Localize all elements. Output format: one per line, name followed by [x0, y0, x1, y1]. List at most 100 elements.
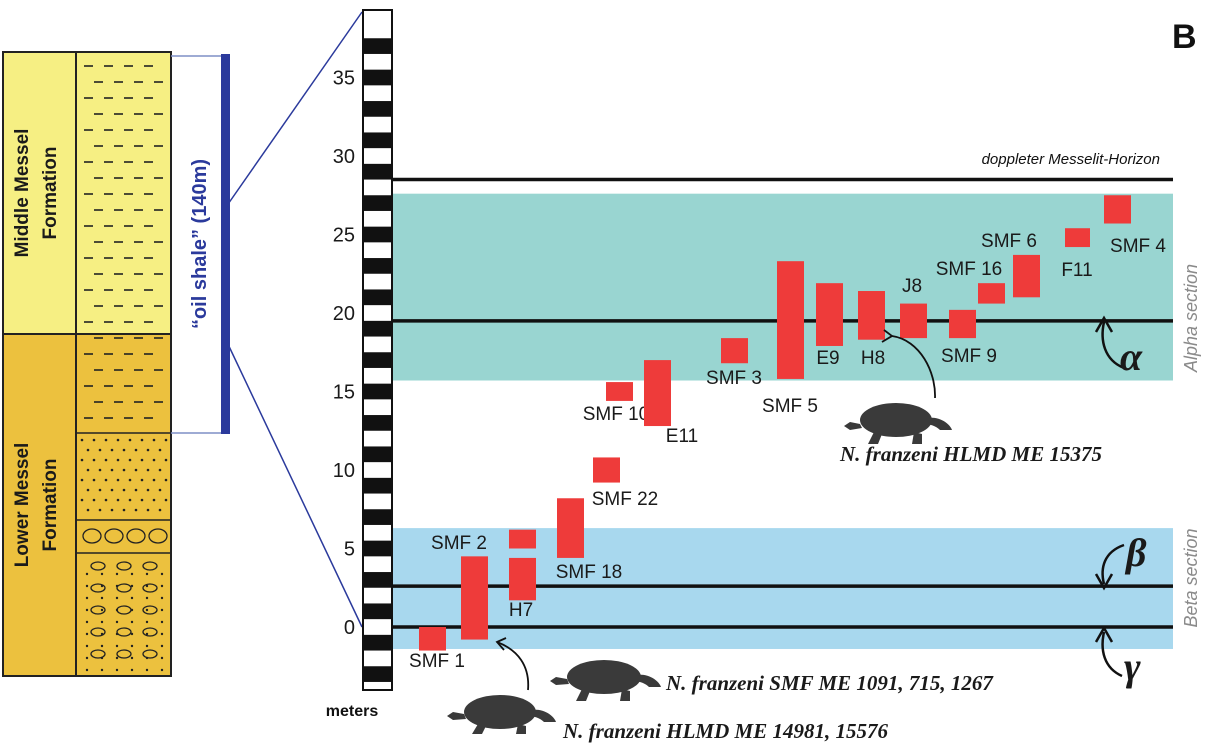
sand-dot [110, 508, 114, 512]
sample-label-h8: H8 [861, 348, 885, 369]
beta-arrow-icon [1101, 543, 1125, 585]
oil-shale-bar [221, 54, 230, 434]
grain-dot [115, 572, 119, 576]
alpha-marker: α [1094, 315, 1143, 379]
nodule [82, 528, 102, 544]
grain-dot [100, 656, 104, 660]
sample-bar-h7 [509, 557, 536, 601]
sand-dot [146, 448, 150, 452]
grain-dot [145, 620, 149, 624]
sample-label-smf-4: SMF 4 [1110, 236, 1166, 257]
sample-bar-e11 [644, 360, 671, 427]
beta-symbol: β [1124, 530, 1147, 575]
sand-dot [80, 438, 84, 442]
sand-dot [86, 508, 90, 512]
grain-dot [115, 608, 119, 612]
turtle-silhouette-icon [550, 660, 661, 701]
sand-dot [164, 438, 168, 442]
specimen-pointer-1 [891, 335, 936, 399]
scale-segment [364, 352, 391, 368]
grain-dot [130, 668, 134, 672]
grain-dot [130, 584, 134, 588]
sand-dot [110, 468, 114, 472]
scale-segment [364, 540, 391, 557]
pebble [116, 561, 132, 571]
grain-dot [85, 620, 89, 624]
nodule [148, 528, 168, 544]
scale-segment [364, 666, 391, 682]
tick-label-20: 20 [333, 303, 355, 325]
scale-segment [364, 446, 391, 463]
sand-dot [146, 508, 150, 512]
sand-dot [98, 468, 102, 472]
scale-segment [364, 289, 391, 306]
grain-dot [160, 572, 164, 576]
beta-marker: β [1094, 530, 1147, 591]
grain-dot [160, 668, 164, 672]
grain-dot [160, 644, 164, 648]
lower-formation-label-2: Formation [40, 459, 61, 552]
sample-bar-f11 [1065, 228, 1090, 248]
grain-dot [145, 632, 149, 636]
sand-dot [122, 468, 126, 472]
pebble [90, 649, 106, 659]
specimen-pointer-3-head-icon [495, 637, 507, 651]
sample-bar-smf-9 [949, 309, 976, 339]
scale-segment [364, 634, 391, 651]
middle-formation-label-2: Formation [40, 147, 61, 240]
grain-dot [100, 620, 104, 624]
sand-dot [164, 458, 168, 462]
sample-bar-smf-6 [1013, 254, 1040, 298]
scale-segment [364, 415, 391, 431]
sand-dot [164, 478, 168, 482]
grain-dot [100, 632, 104, 636]
tick-label-30: 30 [333, 146, 355, 168]
pebble [90, 627, 106, 637]
sample-label-f11: F11 [1061, 260, 1092, 281]
sample-label-smf-5: SMF 5 [762, 396, 818, 417]
scale-segment [364, 509, 391, 525]
scale-segment [364, 572, 391, 588]
sand-dot [80, 478, 84, 482]
grain-dot [100, 608, 104, 612]
scale-segment [364, 320, 391, 337]
sand-dot [140, 438, 144, 442]
sand-dot [146, 488, 150, 492]
grain-dot [100, 644, 104, 648]
panel-label: B [1172, 18, 1197, 56]
tick-label-5: 5 [344, 539, 355, 561]
nodule [126, 528, 146, 544]
pebble [142, 605, 158, 615]
pebble [142, 583, 158, 593]
grain-dot [115, 644, 119, 648]
pebble [142, 649, 158, 659]
sand-dot [116, 498, 120, 502]
scale-segment [364, 195, 391, 211]
sand-dot [86, 448, 90, 452]
grain-dot [85, 656, 89, 660]
pebble [116, 583, 132, 593]
sand-dot [92, 458, 96, 462]
sand-dot [140, 498, 144, 502]
specimen-label-2: N. franzeni SMF ME 1091, 715, 1267 [665, 671, 994, 695]
tick-label-0: 0 [344, 617, 355, 639]
nodule [104, 528, 124, 544]
grain-dot [115, 584, 119, 588]
pebble [90, 583, 106, 593]
grain-dot [160, 632, 164, 636]
tick-label-10: 10 [333, 460, 355, 482]
grain-dot [145, 656, 149, 660]
sand-dot [104, 478, 108, 482]
sand-dot [98, 488, 102, 492]
pebble [90, 561, 106, 571]
grain-dot [130, 596, 134, 600]
turtle-silhouette-icon [844, 403, 952, 444]
sand-dot [134, 468, 138, 472]
scale-unit-label: meters [326, 703, 379, 720]
scale-segment [364, 132, 391, 149]
sand-dot [134, 488, 138, 492]
sample-label-h7: H7 [509, 600, 533, 621]
sample-bar-h8 [858, 291, 885, 340]
grain-dot [160, 620, 164, 624]
